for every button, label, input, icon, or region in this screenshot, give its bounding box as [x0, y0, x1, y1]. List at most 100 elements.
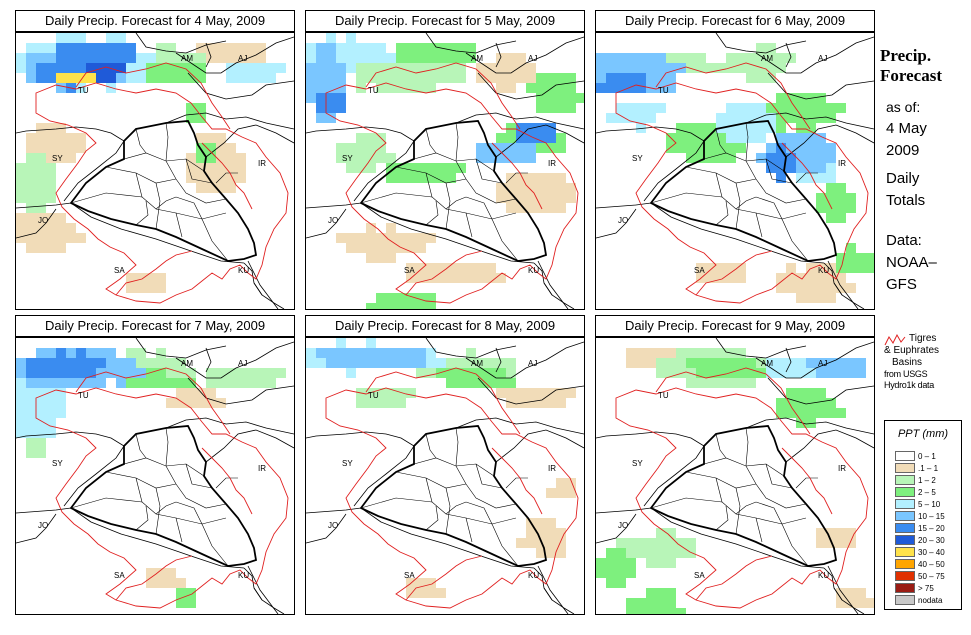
province-boundary: [455, 122, 459, 162]
precip-cell: [76, 83, 86, 93]
precip-cell: [346, 243, 356, 253]
legend-swatch: [895, 463, 915, 473]
precip-cell: [546, 83, 556, 93]
precip-cell: [536, 193, 546, 203]
precip-cell: [746, 358, 756, 368]
precip-cell: [146, 73, 156, 83]
precip-cell: [706, 133, 716, 143]
precip-cell: [396, 398, 406, 408]
basin-boundary: [201, 142, 253, 210]
precip-cell: [236, 43, 246, 53]
province-boundary: [455, 465, 517, 509]
precip-cell: [86, 358, 96, 368]
province-boundary: [425, 172, 517, 220]
province-boundary: [105, 471, 177, 489]
precip-cell: [336, 348, 346, 358]
precip-cell: [46, 408, 56, 418]
precip-cell: [666, 528, 676, 538]
country-border: [175, 341, 294, 379]
precip-cell: [736, 368, 746, 378]
precip-cell: [386, 173, 396, 183]
precip-cell: [256, 378, 266, 388]
precip-cell: [436, 368, 446, 378]
precip-cell: [726, 133, 736, 143]
precip-cell: [726, 368, 736, 378]
precip-cell: [446, 173, 456, 183]
precip-cell: [476, 378, 486, 388]
country-border: [70, 507, 245, 569]
precip-cell: [46, 378, 56, 388]
precip-cell: [796, 113, 806, 123]
country-border: [455, 112, 584, 130]
precip-cell: [516, 73, 526, 83]
precip-cell: [546, 388, 556, 398]
precip-cell: [426, 53, 436, 63]
precip-cell: [146, 63, 156, 73]
country-label: KU: [238, 266, 249, 275]
precip-cell: [26, 398, 36, 408]
precip-cell: [766, 103, 776, 113]
precip-cell: [66, 33, 76, 43]
precip-cell: [526, 143, 536, 153]
precip-cell: [136, 283, 146, 293]
precip-cell: [616, 103, 626, 113]
country-border: [715, 338, 807, 359]
country-border: [425, 33, 517, 54]
precip-cell: [156, 73, 166, 83]
iraq-border: [69, 425, 258, 567]
country-border: [477, 377, 584, 405]
precip-cell: [486, 73, 496, 83]
precip-cell: [686, 538, 696, 548]
basin-boundary: [491, 447, 543, 515]
precip-cell: [696, 368, 706, 378]
precip-cell: [776, 93, 786, 103]
precip-cell: [56, 43, 66, 53]
precip-cell: [566, 83, 576, 93]
country-border: [360, 507, 535, 569]
precip-cell: [656, 588, 666, 598]
precip-cell: [536, 183, 546, 193]
country-label: AJ: [818, 54, 827, 63]
precip-cell: [786, 358, 796, 368]
precip-cell: [646, 53, 656, 63]
precip-cell: [386, 53, 396, 63]
precip-cell: [376, 388, 386, 398]
precip-field: [16, 33, 286, 293]
precip-cell: [696, 358, 706, 368]
precip-cell: [516, 133, 526, 143]
precip-cell: [646, 558, 656, 568]
precip-cell: [426, 348, 436, 358]
precip-cell: [386, 358, 396, 368]
precip-cell: [366, 358, 376, 368]
country-border: [205, 429, 294, 463]
precip-cell: [536, 518, 546, 528]
country-label: TU: [658, 391, 669, 400]
precip-cell: [766, 153, 776, 163]
precip-cell: [36, 448, 46, 458]
precip-cell: [826, 408, 836, 418]
precip-cell: [356, 348, 366, 358]
precip-cell: [666, 358, 676, 368]
country-border: [596, 431, 705, 447]
country-border: [543, 587, 575, 614]
precip-cell: [406, 303, 416, 309]
precip-cell: [686, 143, 696, 153]
precip-cell: [426, 163, 436, 173]
precip-cell: [666, 348, 676, 358]
precip-cell: [786, 103, 796, 113]
precip-cell: [566, 103, 576, 113]
precip-cell: [356, 53, 366, 63]
precip-cell: [46, 73, 56, 83]
basin-boundary: [695, 555, 773, 601]
precip-cell: [526, 173, 536, 183]
precip-cell: [836, 358, 846, 368]
country-border: [767, 377, 874, 405]
province-boundary: [475, 463, 503, 489]
precip-cell: [556, 193, 566, 203]
precip-cell: [76, 378, 86, 388]
basin-line2: & Euphrates: [884, 345, 940, 356]
data-model: GFS: [886, 276, 917, 293]
precip-cell: [516, 53, 526, 63]
precip-cell: [116, 43, 126, 53]
precip-cell: [226, 143, 236, 153]
